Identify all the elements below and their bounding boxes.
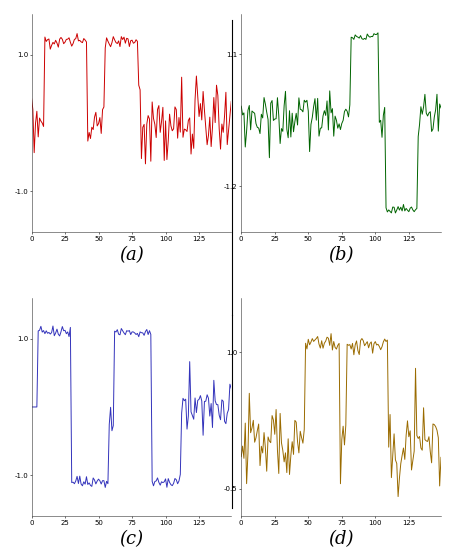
- X-axis label: (b): (b): [328, 246, 354, 264]
- X-axis label: (c): (c): [119, 530, 144, 548]
- X-axis label: (a): (a): [119, 246, 144, 264]
- X-axis label: (d): (d): [328, 530, 354, 548]
